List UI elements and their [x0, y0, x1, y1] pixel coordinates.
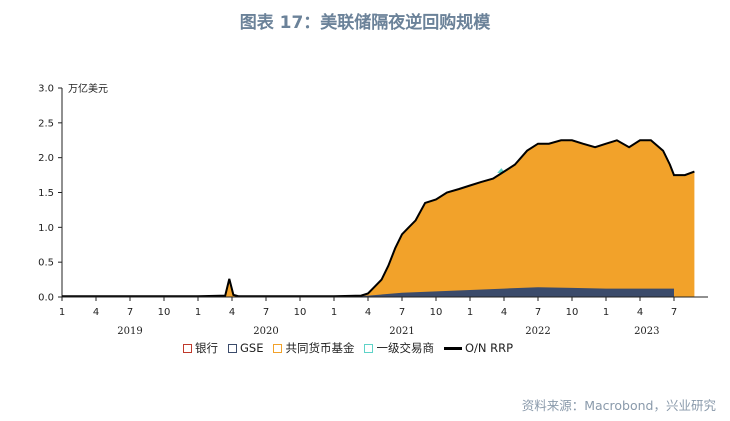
legend-item-dealer: 一级交易商	[364, 340, 434, 356]
unit-label: 万亿美元	[68, 82, 108, 95]
y-tick-label: 2.5	[38, 118, 54, 129]
legend-swatch	[443, 346, 462, 350]
x-year-label: 2023	[634, 326, 659, 337]
mmf-area	[62, 140, 695, 297]
y-tick-label: 3.0	[38, 84, 54, 95]
legend: 银行 GSE 共同货币基金 一级交易商 O/N RRP	[183, 340, 513, 356]
x-tick-label: 1	[195, 307, 201, 318]
x-tick-label: 1	[603, 307, 609, 318]
x-tick-label: 4	[93, 307, 99, 318]
x-tick-label: 10	[294, 307, 307, 318]
source-note: 资料来源：Macrobond，兴业研究	[521, 398, 716, 413]
y-tick-label: 0.5	[38, 258, 54, 269]
chart-title: 图表 17：美联储隔夜逆回购规模	[239, 13, 491, 33]
legend-swatch	[183, 343, 192, 353]
x-tick-label: 4	[365, 307, 371, 318]
x-tick-label: 10	[430, 307, 443, 318]
legend-item-mmf: 共同货币基金	[273, 340, 354, 356]
y-tick-label: 1.0	[38, 223, 54, 234]
x-year-label: 2021	[389, 326, 414, 337]
legend-item-bank: 银行	[183, 340, 218, 356]
x-tick-label: 7	[399, 307, 405, 318]
legend-label: 一级交易商	[376, 341, 434, 355]
x-tick-label: 10	[158, 307, 171, 318]
rrp-total-line	[62, 139, 695, 298]
x-year-label: 2022	[525, 326, 550, 337]
legend-label: O/N RRP	[464, 341, 514, 355]
x-tick-label: 4	[501, 307, 507, 318]
y-tick-label: 0.0	[38, 293, 54, 304]
rrp-chart: 0.0 0.5 1.0 1.5 2.0 2.5 3.0 1 4 7 10 1 4 7 10 1 4 7 10 1 4 7…	[38, 82, 708, 337]
legend-item-gse: GSE	[228, 341, 263, 355]
x-tick-label: 7	[671, 307, 677, 318]
y-axis: 0.0 0.5 1.0 1.5 2.0 2.5 3.0	[38, 84, 63, 304]
legend-item-total: O/N RRP	[443, 341, 514, 355]
x-year-label: 2020	[253, 326, 278, 337]
x-tick-label: 1	[467, 307, 473, 318]
x-tick-label: 1	[59, 307, 65, 318]
x-tick-label: 4	[637, 307, 643, 318]
legend-swatch	[364, 343, 374, 353]
x-tick-label: 7	[263, 307, 269, 318]
x-tick-label: 4	[229, 307, 235, 318]
legend-label: GSE	[240, 341, 264, 355]
gse-area	[334, 287, 674, 297]
x-tick-label: 10	[566, 307, 579, 318]
x-tick-label: 7	[535, 307, 541, 318]
legend-swatch	[228, 343, 237, 353]
y-tick-label: 2.0	[38, 153, 54, 164]
x-tick-label: 7	[127, 307, 133, 318]
x-tick-label: 1	[331, 307, 337, 318]
legend-label: 共同货币基金	[285, 341, 355, 355]
chart-areas	[62, 139, 695, 298]
y-tick-label: 1.5	[38, 188, 54, 199]
legend-swatch	[273, 343, 283, 353]
legend-label: 银行	[195, 341, 218, 355]
x-year-label: 2019	[117, 326, 142, 337]
x-axis: 1 4 7 10 1 4 7 10 1 4 7 10 1 4 7 10 1 4 7 2019 2020 2021 2022 2…	[59, 296, 708, 337]
